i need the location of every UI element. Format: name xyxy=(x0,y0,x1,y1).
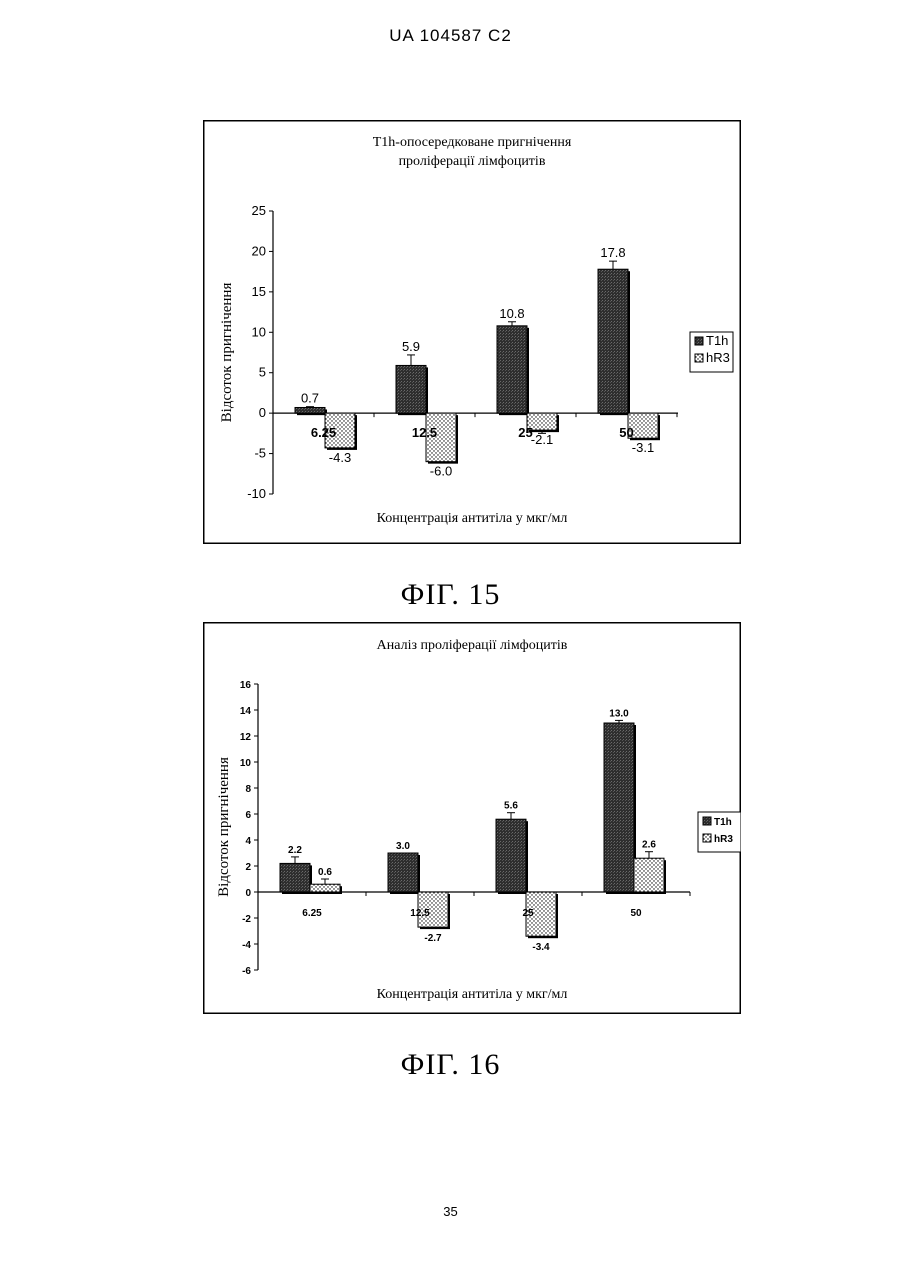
x-tick-label: 50 xyxy=(619,425,633,440)
y-tick-label: 6 xyxy=(245,810,251,821)
y-tick-label: -6 xyxy=(242,966,251,977)
bar xyxy=(310,884,340,892)
x-axis-title: Концентрація антитіла у мкг/мл xyxy=(377,511,568,526)
x-tick-label: 6.25 xyxy=(311,425,336,440)
data-label: 2.2 xyxy=(288,845,302,856)
legend: T1h hR3 xyxy=(698,812,741,852)
y-tick-label: 20 xyxy=(252,243,266,258)
y-tick-label: 15 xyxy=(252,284,266,299)
data-label: 17.8 xyxy=(600,245,625,260)
bar xyxy=(280,863,310,892)
x-tick-label: 12.5 xyxy=(412,425,437,440)
data-label: 0.7 xyxy=(301,391,319,406)
legend-label-hr3: hR3 xyxy=(706,350,730,365)
y-tick-label: 5 xyxy=(259,365,266,380)
bar xyxy=(388,853,418,892)
document-header: UA 104587 C2 xyxy=(0,26,901,46)
chart-title-line: Аналіз проліферації лімфоцитів xyxy=(377,638,568,653)
y-tick-label: 8 xyxy=(245,784,251,795)
y-tick-label: 0 xyxy=(259,405,266,420)
chart-title-line: T1h-опосередковане пригнічення xyxy=(373,135,572,150)
x-tick-label: 50 xyxy=(630,908,642,919)
data-label: 3.0 xyxy=(396,841,410,852)
bar-t1h-25 xyxy=(496,813,528,894)
x-tick-label: 6.25 xyxy=(302,908,322,919)
data-label: 0.6 xyxy=(318,867,332,878)
data-label: 10.8 xyxy=(499,306,524,321)
chart-fig16: Аналіз проліферації лімфоцитів -6 -4 -2 0 2 4 6… xyxy=(203,622,741,1014)
chart-svg: T1h-опосередковане пригнічення проліферац… xyxy=(203,120,741,544)
y-tick-label: 14 xyxy=(240,706,252,717)
y-tick-label: 0 xyxy=(245,888,251,899)
bar-t1h-50 xyxy=(604,720,636,894)
data-label: -2.7 xyxy=(424,933,442,944)
x-tick-label: 25 xyxy=(518,425,532,440)
bar-t1h-6.25 xyxy=(295,407,327,415)
data-label: -3.1 xyxy=(632,440,654,455)
data-label: -2.1 xyxy=(531,432,553,447)
bar xyxy=(604,723,634,892)
x-tick-label: 12.5 xyxy=(410,908,430,919)
y-tick-label: 25 xyxy=(252,203,266,218)
chart-frame xyxy=(204,623,741,1014)
figure-label-15: ФІГ. 15 xyxy=(0,578,901,612)
chart-title-line: проліферації лімфоцитів xyxy=(399,154,546,169)
data-label: -3.4 xyxy=(532,942,550,953)
data-label: 13.0 xyxy=(609,708,629,719)
y-tick-label: -2 xyxy=(242,914,251,925)
bar-hr3-50 xyxy=(634,852,666,894)
data-label: 2.6 xyxy=(642,840,656,851)
data-label: 5.9 xyxy=(402,339,420,354)
y-tick-label: 10 xyxy=(252,324,266,339)
bar xyxy=(396,365,426,413)
legend-swatch xyxy=(703,834,711,842)
x-axis-title: Концентрація антитіла у мкг/мл xyxy=(377,987,568,1002)
page-number: 35 xyxy=(0,1204,901,1219)
y-tick-label: -10 xyxy=(247,486,266,501)
y-tick-label: 2 xyxy=(245,862,251,873)
chart-frame xyxy=(204,121,741,544)
bar xyxy=(497,326,527,413)
bar xyxy=(634,858,664,892)
legend-swatch xyxy=(695,354,703,362)
legend-label-t1h: T1h xyxy=(714,817,732,828)
y-tick-label: 16 xyxy=(240,680,252,691)
data-label: 5.6 xyxy=(504,801,518,812)
legend-swatch xyxy=(695,337,703,345)
data-label: -6.0 xyxy=(430,464,452,479)
y-tick-label: -5 xyxy=(254,446,266,461)
data-label: -4.3 xyxy=(329,450,351,465)
y-tick-label: -4 xyxy=(242,940,251,951)
chart-fig15: T1h-опосередковане пригнічення проліферац… xyxy=(203,120,741,544)
y-tick-label: 12 xyxy=(240,732,252,743)
chart-svg: Аналіз проліферації лімфоцитів -6 -4 -2 0 2 4 6… xyxy=(203,622,741,1014)
bar xyxy=(295,407,325,413)
bar xyxy=(598,269,628,413)
y-tick-label: 4 xyxy=(245,836,251,847)
x-tick-label: 25 xyxy=(522,908,534,919)
y-axis-title: Відсоток пригнічення xyxy=(216,757,232,897)
bar-t1h-50 xyxy=(598,261,630,415)
y-axis-title: Відсоток пригнічення xyxy=(219,283,235,423)
legend: T1hhR3 xyxy=(690,332,733,372)
legend-label-hr3: hR3 xyxy=(714,834,733,845)
figure-label-16: ФІГ. 16 xyxy=(0,1048,901,1082)
legend-swatch xyxy=(703,817,711,825)
bar-t1h-12.5 xyxy=(388,853,420,894)
bar-t1h-25 xyxy=(497,322,529,415)
y-tick-label: 10 xyxy=(240,758,252,769)
bar xyxy=(496,819,526,892)
legend-label-t1h: T1h xyxy=(706,333,728,348)
